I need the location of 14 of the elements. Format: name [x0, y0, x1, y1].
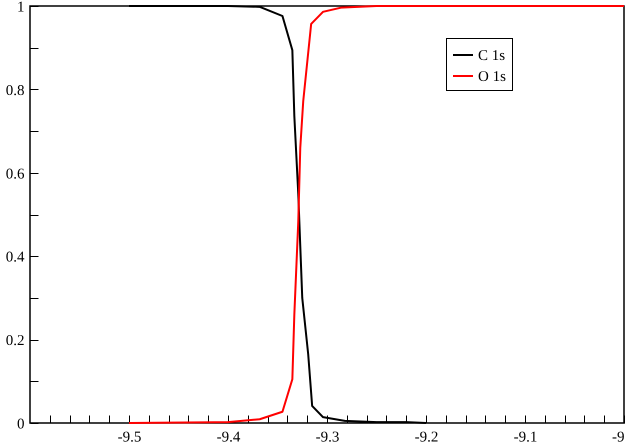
x-tick-label: -9.4 — [216, 430, 241, 442]
legend-label: O 1s — [478, 69, 506, 85]
y-tick-label: 0.6 — [6, 166, 25, 182]
legend-label: C 1s — [478, 48, 506, 64]
x-tick-label: -9 — [612, 430, 624, 442]
x-tick-label: -9.2 — [414, 430, 438, 442]
x-tick-label: -9.1 — [514, 430, 538, 442]
y-tick-label: 0 — [17, 416, 24, 432]
x-tick-label: -9.3 — [316, 430, 340, 442]
y-tick-label: 0.8 — [6, 82, 24, 99]
y-tick-label: 0.4 — [6, 250, 25, 266]
y-tick-label: 0.2 — [6, 333, 24, 350]
y-tick-label: 1 — [17, 0, 24, 16]
x-tick-label: -9.5 — [118, 430, 142, 442]
